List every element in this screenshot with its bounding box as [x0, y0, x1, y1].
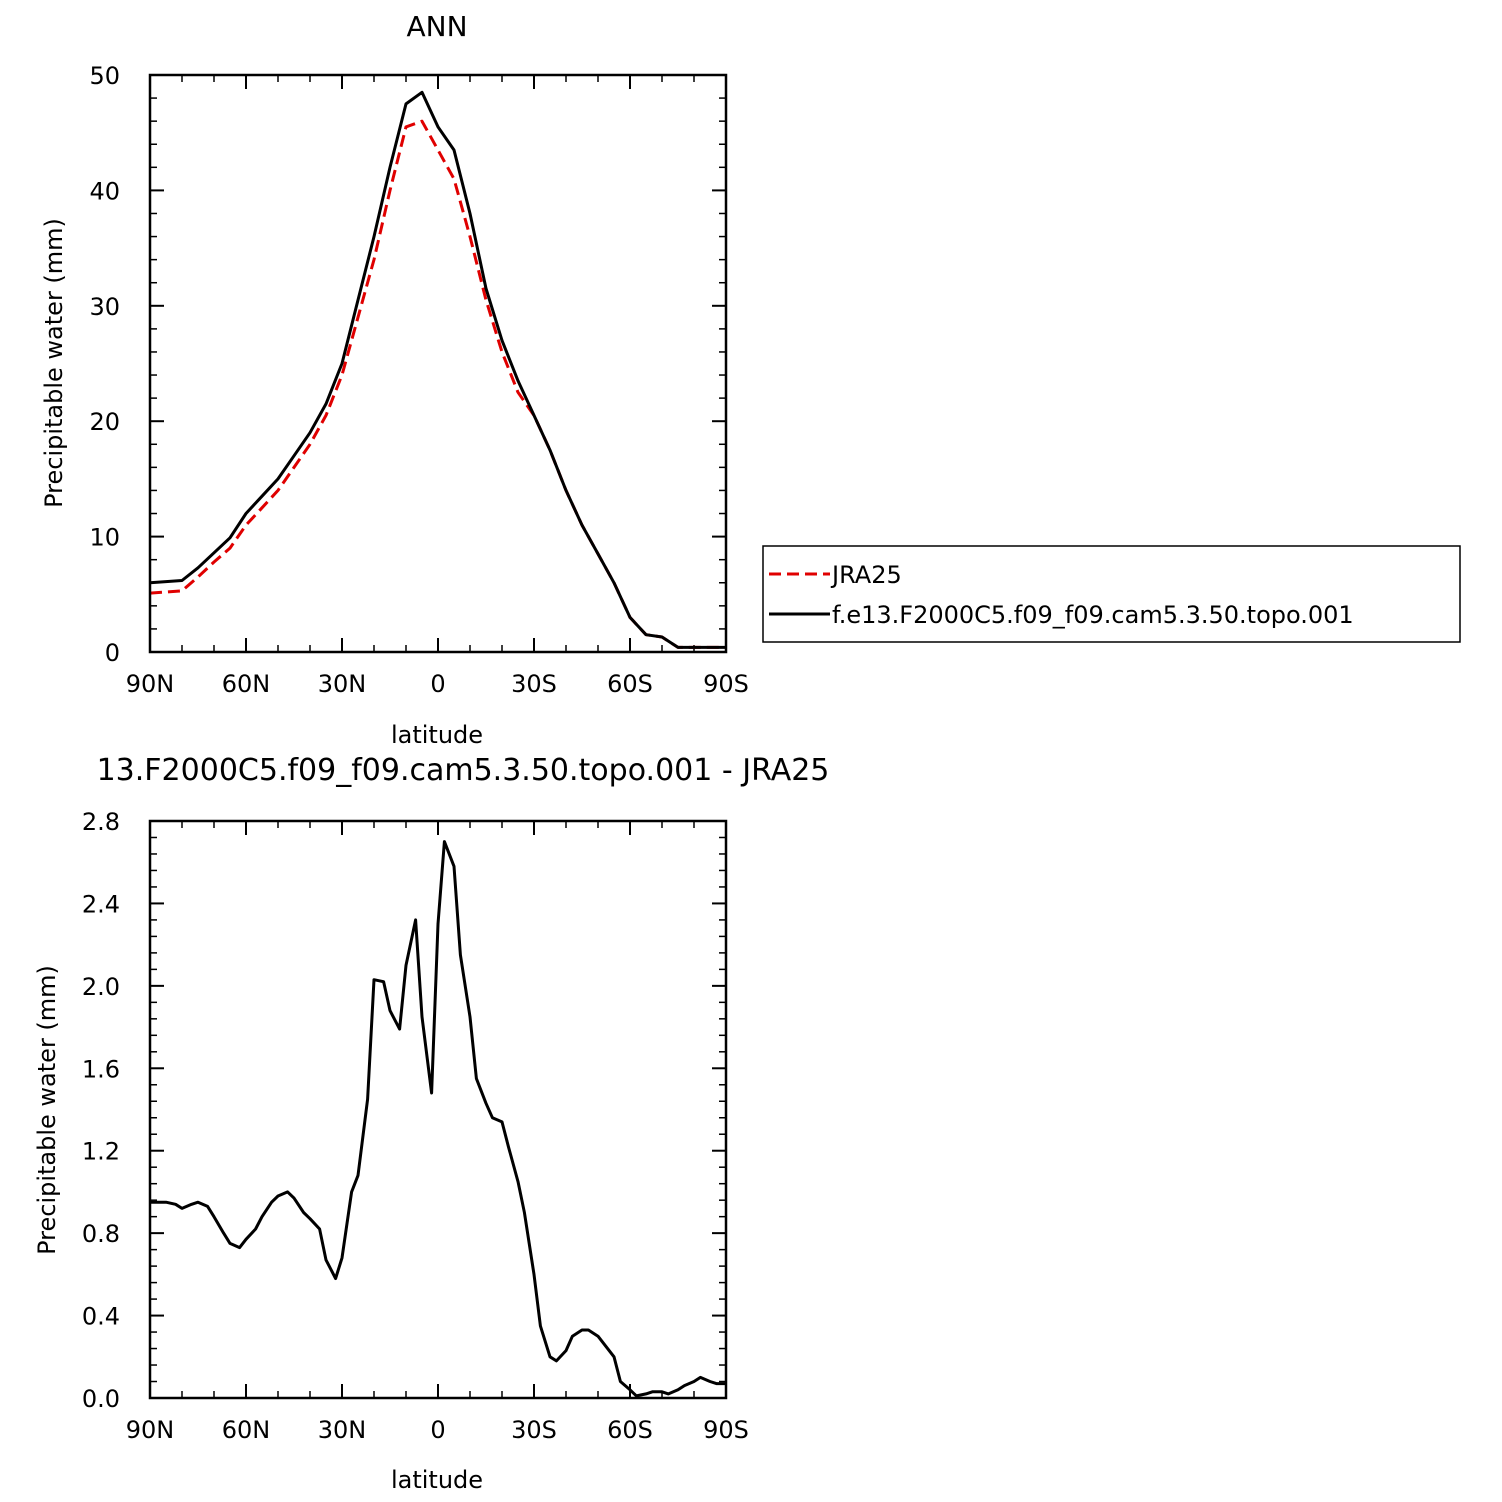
top-x-tick-label: 0: [430, 670, 445, 698]
top-plot-frame: [148, 73, 728, 654]
top-chart-title: ANN: [406, 10, 467, 43]
bottom-y-axis-label: Precipitable water (mm): [33, 965, 61, 1255]
bottom-ticks: 90N 60N 30N 0 30S 60S 90S 0.0 0.4 0.8 1.2 1.6 2.0 2.4…: [82, 808, 749, 1444]
top-y-tick-label: 40: [89, 177, 120, 205]
bottom-x-tick-label: 30S: [511, 1416, 557, 1444]
top-y-tick-label: 50: [89, 62, 120, 90]
bottom-x-tick-label: 0: [430, 1416, 445, 1444]
top-x-axis-label: latitude: [391, 721, 483, 749]
top-ticks: 90N 60N 30N 0 30S 60S 90S 0 10 20 30 40 50: [89, 62, 748, 698]
bottom-y-tick-label: 0.8: [82, 1220, 120, 1248]
bottom-chart-title: 13.F2000C5.f09_f09.cam5.3.50.topo.001 - …: [97, 753, 830, 788]
legend-box: [762, 545, 1461, 643]
legend-label-jra25: JRA25: [830, 561, 902, 589]
bottom-y-tick-label: 2.8: [82, 808, 120, 836]
bottom-series-line-0: [150, 840, 726, 1398]
bottom-x-axis-label: latitude: [391, 1466, 483, 1494]
top-y-tick-label: 0: [105, 639, 120, 667]
bottom-x-tick-label: 30N: [318, 1416, 367, 1444]
bottom-lines: [150, 840, 726, 1398]
top-y-axis-label: Precipitable water (mm): [40, 218, 68, 508]
bottom-plot-frame: [148, 819, 728, 1400]
bottom-x-tick-label: 60N: [222, 1416, 271, 1444]
top-x-tick-label: 30S: [511, 670, 557, 698]
top-x-tick-label: 90S: [703, 670, 749, 698]
top-series-line-1: [149, 90, 726, 649]
bottom-y-tick-label: 0.4: [82, 1303, 120, 1331]
bottom-y-tick-label: 2.4: [82, 890, 120, 918]
top-series-line-0: [149, 119, 726, 649]
top-x-tick-label: 30N: [318, 670, 367, 698]
legend: JRA25 f.e13.F2000C5.f09_f09.cam5.3.50.to…: [762, 545, 1461, 643]
top-y-tick-label: 30: [89, 293, 120, 321]
bottom-y-tick-label: 1.6: [82, 1055, 120, 1083]
bottom-y-tick-label: 0.0: [82, 1385, 120, 1413]
bottom-x-tick-label: 60S: [607, 1416, 653, 1444]
bottom-y-tick-label: 2.0: [82, 973, 120, 1001]
bottom-y-tick-label: 1.2: [82, 1138, 120, 1166]
legend-label-model: f.e13.F2000C5.f09_f09.cam5.3.50.topo.001: [832, 601, 1354, 629]
top-x-tick-label: 60N: [222, 670, 271, 698]
top-panel: ANN 90N 60N 30N 0 30S 60S 90S 0 10 20 30 40 50 latit…: [40, 10, 749, 749]
bottom-x-tick-label: 90N: [126, 1416, 175, 1444]
top-x-tick-label: 90N: [126, 670, 175, 698]
top-y-tick-label: 10: [89, 524, 120, 552]
top-y-tick-label: 20: [89, 408, 120, 436]
bottom-panel: 13.F2000C5.f09_f09.cam5.3.50.topo.001 - …: [33, 753, 829, 1494]
bottom-x-tick-label: 90S: [703, 1416, 749, 1444]
top-lines: [149, 90, 726, 649]
top-x-tick-label: 60S: [607, 670, 653, 698]
